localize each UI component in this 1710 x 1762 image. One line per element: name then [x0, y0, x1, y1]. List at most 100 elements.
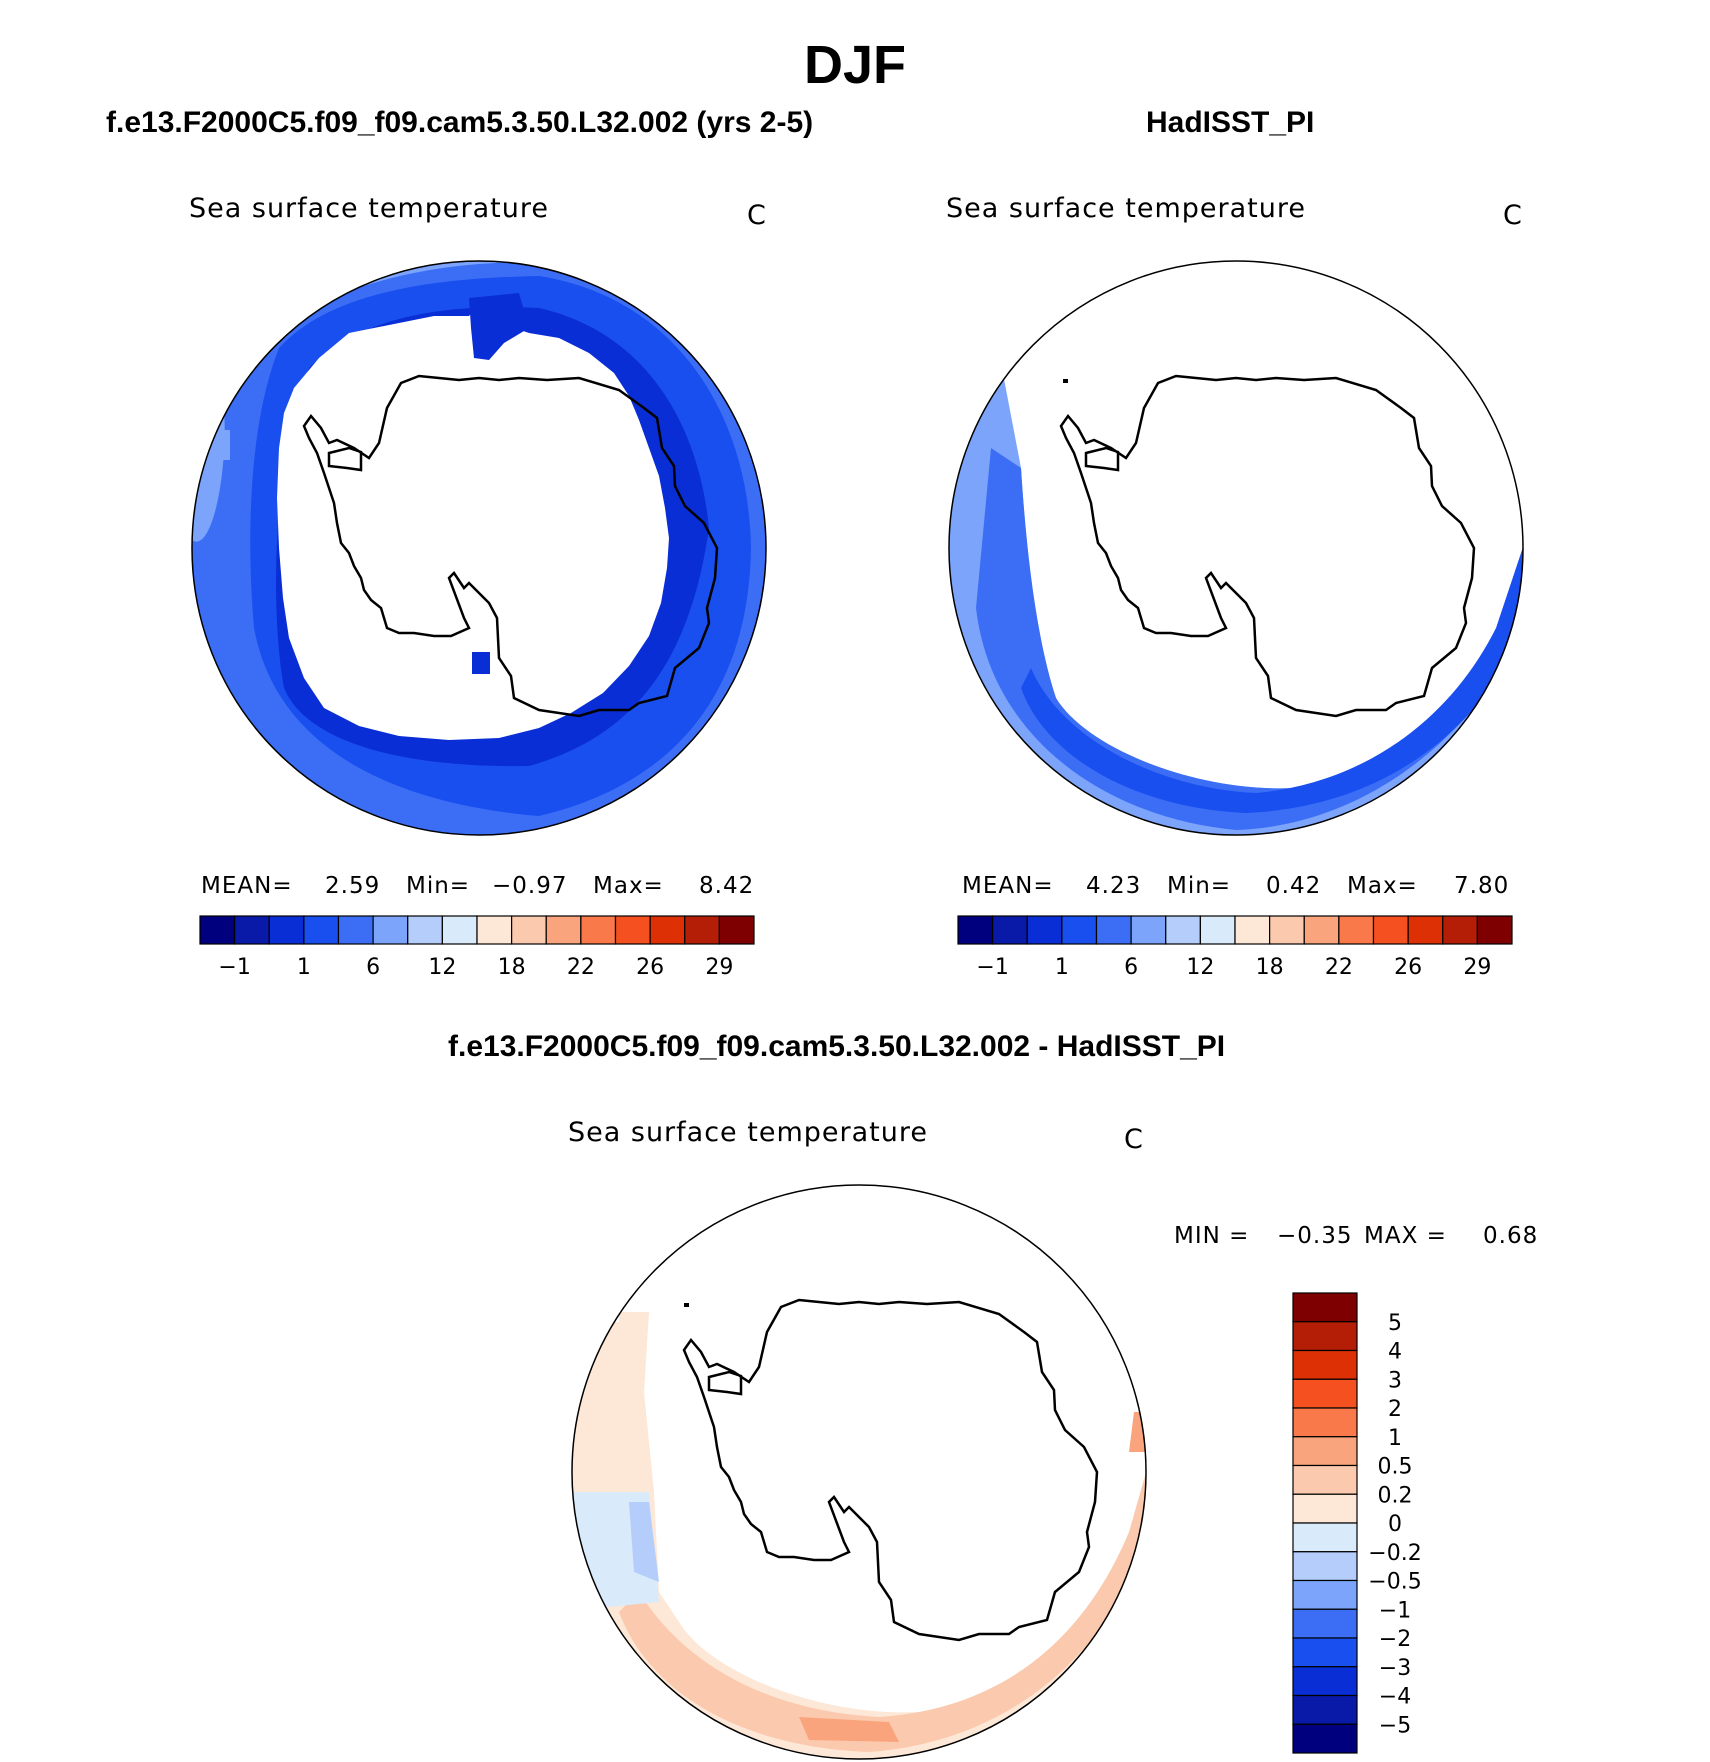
obs-colorbar-tick-label: 6 — [1124, 955, 1138, 980]
obs-mean-label: MEAN= — [962, 873, 1054, 899]
obs-colorbar-box — [1199, 915, 1236, 945]
model-colorbar-tick-label: 18 — [498, 955, 526, 980]
diff-map-border — [571, 1184, 1147, 1760]
obs-colorbar: −1 1 6 12 18 22 26 29 — [957, 915, 1513, 980]
obs-colorbar-box — [992, 915, 1028, 945]
diff-colorbar: 5 4 3 2 1 0.5 0.2 0 −0.2 −0.5 −1 −2 −3 −4 −5 — [1292, 1292, 1422, 1754]
diff-colorbar-box — [1292, 1666, 1358, 1697]
diff-colorbar-box — [1292, 1522, 1358, 1553]
model-colorbar-tick-label: −1 — [218, 955, 250, 980]
diff-colorbar-tick-label: −0.5 — [1368, 1570, 1421, 1595]
model-edge-patch — [216, 430, 230, 460]
diff-colorbar-box — [1292, 1493, 1358, 1524]
model-max-value: 8.42 — [699, 873, 755, 899]
obs-colorbar-tick-label: 18 — [1256, 955, 1284, 980]
obs-units-label: C — [1503, 200, 1523, 231]
model-units-label: C — [747, 200, 767, 231]
diff-warm-band — [619, 1462, 1146, 1752]
obs-min-value: 0.42 — [1266, 873, 1322, 899]
model-colorbar-box — [511, 915, 547, 945]
diff-colorbar-box — [1292, 1436, 1358, 1467]
model-colorbar-box — [337, 915, 374, 945]
diff-colorbar-tick-label: 4 — [1388, 1340, 1402, 1365]
diff-panel-title: f.e13.F2000C5.f09_f09.cam5.3.50.L32.002 … — [448, 1030, 1226, 1063]
obs-colorbar-box — [1130, 915, 1167, 945]
obs-max-label: Max= — [1347, 873, 1418, 899]
diff-max-value: 0.68 — [1483, 1223, 1539, 1249]
diff-colorbar-tick-label: 0.2 — [1378, 1483, 1413, 1508]
diff-map — [571, 1184, 1147, 1760]
obs-colorbar-box — [1061, 915, 1098, 945]
model-map-border — [191, 260, 767, 836]
model-sea-ice — [277, 298, 669, 740]
obs-colorbar-tick-label: 12 — [1186, 955, 1214, 980]
diff-max-label: MAX = — [1364, 1223, 1447, 1249]
diff-colorbar-box — [1292, 1694, 1358, 1725]
diff-colorbar-box — [1292, 1407, 1358, 1438]
diff-colorbar-tick-label: 1 — [1388, 1426, 1402, 1451]
model-colorbar-tick-label: 29 — [705, 955, 733, 980]
diff-colorbar-tick-label: 0 — [1388, 1512, 1402, 1537]
obs-variable-label: Sea surface temperature — [946, 193, 1306, 224]
model-colorbar-box — [407, 915, 443, 945]
diff-colorbar-tick-label: −1 — [1379, 1598, 1411, 1623]
obs-mean-value: 4.23 — [1086, 873, 1142, 899]
obs-colorbar-box — [1095, 915, 1132, 945]
diff-colorbar-tick-label: −0.2 — [1368, 1541, 1421, 1566]
obs-colorbar-box — [957, 915, 994, 945]
diff-island-marker — [684, 1303, 689, 1307]
obs-colorbar-box — [1303, 915, 1340, 945]
diff-colorbar-box — [1292, 1378, 1358, 1409]
diff-cool-core — [629, 1502, 659, 1582]
model-colorbar-box — [614, 915, 651, 945]
diff-colorbar-box — [1292, 1464, 1358, 1495]
obs-min-label: Min= — [1167, 873, 1232, 899]
obs-colorbar-box — [1442, 915, 1478, 945]
obs-colorbar-box — [1338, 915, 1375, 945]
model-panel-title: f.e13.F2000C5.f09_f09.cam5.3.50.L32.002 … — [106, 106, 814, 139]
obs-island-marker — [1063, 379, 1068, 383]
model-map — [191, 260, 767, 836]
model-colorbar-box — [441, 915, 478, 945]
diff-colorbar-tick-label: 0.5 — [1378, 1455, 1413, 1480]
model-colorbar-box — [234, 915, 270, 945]
obs-colorbar-box — [1269, 915, 1305, 945]
model-colorbar-box — [649, 915, 686, 945]
obs-colorbar-box — [1476, 915, 1513, 945]
diff-colorbar-box — [1292, 1608, 1358, 1639]
obs-colorbar-tick-label: 29 — [1463, 955, 1491, 980]
diff-min-value: −0.35 — [1277, 1223, 1353, 1249]
obs-colorbar-box — [1372, 915, 1409, 945]
diff-colorbar-box — [1292, 1637, 1358, 1668]
diff-colorbar-box — [1292, 1723, 1358, 1754]
model-colorbar-box — [268, 915, 305, 945]
model-colorbar-tick-label: 26 — [636, 955, 664, 980]
model-inner-patch — [469, 293, 529, 360]
diff-units-label: C — [1124, 1124, 1144, 1155]
model-colorbar-box — [199, 915, 236, 945]
obs-max-value: 7.80 — [1454, 873, 1510, 899]
model-max-label: Max= — [593, 873, 664, 899]
obs-colorbar-tick-label: 1 — [1055, 955, 1069, 980]
obs-map — [948, 260, 1524, 836]
diff-colorbar-tick-label: 5 — [1388, 1311, 1402, 1336]
obs-ocean-band-3 — [1021, 538, 1523, 813]
model-variable-label: Sea surface temperature — [189, 193, 549, 224]
diff-colorbar-tick-label: −4 — [1379, 1685, 1411, 1710]
diff-colorbar-box — [1292, 1349, 1358, 1380]
diff-colorbar-box — [1292, 1579, 1358, 1610]
model-colorbar-tick-label: 12 — [428, 955, 456, 980]
obs-colorbar-box — [1407, 915, 1444, 945]
model-colorbar-box — [372, 915, 409, 945]
diff-variable-label: Sea surface temperature — [568, 1117, 928, 1148]
diff-colorbar-tick-label: −3 — [1379, 1656, 1411, 1681]
obs-colorbar-box — [1234, 915, 1271, 945]
model-min-label: Min= — [406, 873, 471, 899]
model-colorbar-box — [684, 915, 720, 945]
model-colorbar-box — [476, 915, 513, 945]
diff-colorbar-tick-label: −5 — [1379, 1713, 1411, 1738]
obs-colorbar-box — [1026, 915, 1063, 945]
diff-colorbar-box — [1292, 1292, 1358, 1323]
model-colorbar-box — [303, 915, 340, 945]
